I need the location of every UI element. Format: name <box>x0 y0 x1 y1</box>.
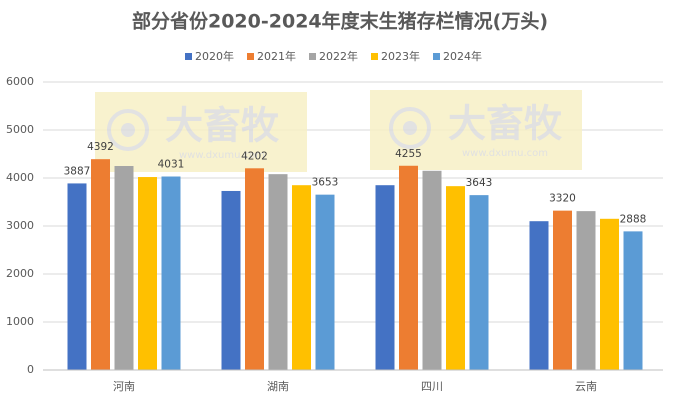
watermark-logo <box>389 107 431 149</box>
legend-swatch <box>247 53 254 60</box>
legend-label: 2021年 <box>257 49 296 63</box>
bar <box>623 231 643 370</box>
bar <box>600 218 619 370</box>
value-label: 3887 <box>64 165 91 177</box>
bar <box>469 195 489 370</box>
legend-label: 2024年 <box>443 49 482 63</box>
bar <box>446 186 465 370</box>
x-tick-label: 河南 <box>113 380 135 393</box>
watermark-logo <box>121 123 135 137</box>
watermark-brand: 大畜牧 <box>165 104 280 148</box>
x-tick-label: 云南 <box>575 380 597 393</box>
bar <box>67 183 87 370</box>
value-label: 3320 <box>549 193 576 205</box>
legend-label: 2020年 <box>195 49 234 63</box>
x-tick-label: 四川 <box>421 380 443 393</box>
value-label: 3653 <box>312 177 339 189</box>
value-label: 4392 <box>87 141 114 153</box>
legend-label: 2022年 <box>319 49 358 63</box>
bar <box>138 177 157 370</box>
y-tick-label: 0 <box>27 363 34 376</box>
watermark-logo <box>403 121 417 135</box>
bar <box>268 174 288 370</box>
bar <box>529 221 549 370</box>
bar <box>576 211 596 370</box>
legend-swatch <box>433 53 440 60</box>
y-tick-label: 5000 <box>6 123 34 136</box>
legend-swatch <box>309 53 316 60</box>
bar <box>245 168 264 370</box>
bar <box>221 190 241 370</box>
y-tick-label: 6000 <box>6 75 34 88</box>
bar <box>114 166 134 370</box>
value-label: 4255 <box>395 148 422 160</box>
legend-label: 2023年 <box>381 49 420 63</box>
y-tick-label: 2000 <box>6 267 34 280</box>
value-label: 4031 <box>158 159 185 171</box>
y-tick-label: 3000 <box>6 219 34 232</box>
bar <box>161 176 181 370</box>
value-label: 3643 <box>466 177 493 189</box>
watermark: 大畜牧 www.dxumu.com 大畜牧 www.dxumu.com <box>95 90 582 172</box>
y-tick-label: 1000 <box>6 315 34 328</box>
y-tick-label: 4000 <box>6 171 34 184</box>
watermark-logo <box>107 109 149 151</box>
legend-swatch <box>185 53 192 60</box>
bar <box>315 194 335 370</box>
value-label: 4202 <box>241 150 268 162</box>
bar <box>375 185 395 370</box>
x-tick-label: 湖南 <box>267 380 289 393</box>
bar <box>91 159 110 370</box>
legend-swatch <box>371 53 378 60</box>
bar <box>422 170 442 370</box>
chart-title: 部分省份2020-2024年度末生猪存栏情况(万头) <box>132 10 548 33</box>
watermark-brand: 大畜牧 <box>448 102 563 146</box>
watermark-url: www.dxumu.com <box>179 150 265 161</box>
bar <box>553 210 572 370</box>
bar <box>292 185 311 370</box>
watermark-url: www.dxumu.com <box>462 148 548 159</box>
value-label: 2888 <box>620 213 647 225</box>
bar <box>399 165 418 370</box>
